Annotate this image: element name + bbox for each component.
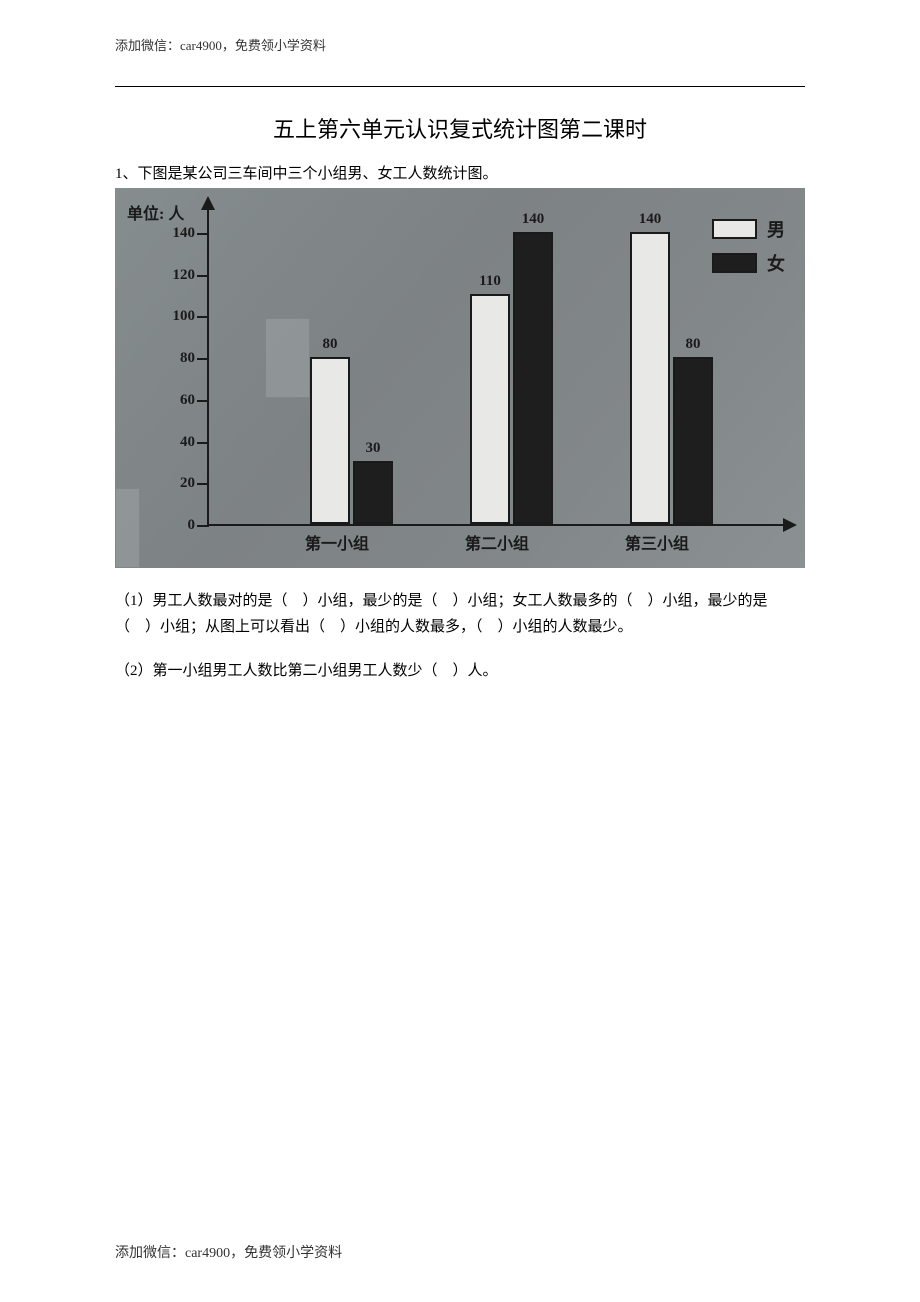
y-tick [197,233,209,235]
bar-male [470,294,510,524]
bar-female [353,461,393,524]
legend-item-female: 女 [712,250,785,276]
bar-chart: 单位: 人 0 20 40 60 80 100 120 140 80 30 110 140 140 80… [115,188,805,568]
x-category-label: 第三小组 [625,530,689,554]
y-tick-label: 80 [155,350,195,367]
y-tick-label: 60 [155,392,195,409]
y-tick [197,316,209,318]
bar-value-label: 140 [625,211,675,228]
header-divider [115,86,805,87]
y-axis [207,203,209,526]
x-category-label: 第二小组 [465,530,529,554]
legend-swatch-female [712,253,757,273]
legend-swatch-male [712,219,757,239]
y-tick [197,525,209,527]
question-intro: 1、下图是某公司三车间中三个小组男、女工人数统计图。 [115,162,805,183]
y-tick-label: 20 [155,475,195,492]
x-axis-arrow-icon [783,518,797,532]
question-2: （2）第一小组男工人数比第二小组男工人数少（ ）人。 [115,658,805,684]
bar-female [513,232,553,524]
y-tick-label: 140 [155,225,195,242]
y-tick [197,358,209,360]
legend-label-male: 男 [767,216,785,242]
legend-item-male: 男 [712,216,785,242]
chart-legend: 男 女 [712,216,785,284]
bar-male [630,232,670,524]
bar-value-label: 80 [305,336,355,353]
y-tick-label: 100 [155,308,195,325]
x-axis [207,524,790,526]
bar-value-label: 140 [508,211,558,228]
question-1: （1）男工人数最对的是（ ）小组，最少的是（ ）小组；女工人数最多的（ ）小组，… [115,588,805,640]
y-tick [197,400,209,402]
y-tick-label: 120 [155,267,195,284]
y-tick [197,442,209,444]
y-tick-label: 40 [155,434,195,451]
bar-value-label: 30 [348,440,398,457]
legend-label-female: 女 [767,250,785,276]
ghost-shadow [115,488,140,568]
y-tick [197,483,209,485]
bar-male [310,357,350,524]
bar-value-label: 110 [465,273,515,290]
x-category-label: 第一小组 [305,530,369,554]
y-axis-label: 单位: 人 [127,200,184,224]
page-title: 五上第六单元认识复式统计图第二课时 [115,112,805,144]
y-axis-arrow-icon [201,196,215,210]
bar-female [673,357,713,524]
bar-value-label: 80 [668,336,718,353]
y-tick-label: 0 [155,517,195,534]
footer-note: 添加微信：car4900，免费领小学资料 [115,1242,342,1262]
page-content: 添加微信：car4900，免费领小学资料 五上第六单元认识复式统计图第二课时 1… [0,0,920,724]
header-note: 添加微信：car4900，免费领小学资料 [115,35,805,54]
ghost-shadow [265,318,310,398]
y-tick [197,275,209,277]
